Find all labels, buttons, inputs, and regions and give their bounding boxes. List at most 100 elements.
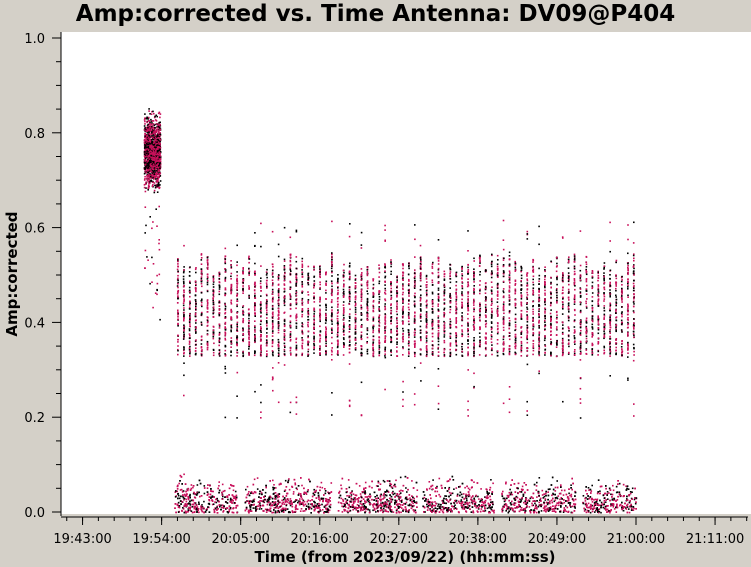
data-point: [254, 274, 256, 276]
data-point: [401, 293, 404, 296]
data-point: [301, 283, 304, 285]
data-point: [514, 305, 517, 307]
data-point: [466, 285, 469, 288]
data-point: [149, 149, 152, 152]
data-point: [461, 333, 463, 335]
data-point: [467, 327, 469, 330]
data-point: [484, 287, 487, 290]
data-point: [426, 323, 428, 325]
data-point: [443, 285, 446, 287]
data-point: [532, 305, 534, 307]
data-point: [331, 289, 333, 291]
data-point: [443, 330, 446, 332]
data-point: [260, 319, 262, 322]
data-point: [342, 330, 345, 333]
data-point: [478, 309, 481, 311]
data-point: [384, 316, 387, 318]
data-point: [230, 264, 232, 266]
data-point: [248, 285, 250, 287]
data-point: [508, 319, 511, 322]
data-point: [372, 320, 375, 322]
data-point: [520, 304, 523, 307]
data-point: [177, 263, 179, 265]
data-point: [360, 274, 363, 277]
data-point: [248, 354, 250, 356]
data-point: [144, 162, 146, 165]
data-point: [230, 303, 233, 305]
data-point: [152, 171, 155, 174]
data-point: [230, 267, 233, 269]
data-point: [491, 302, 493, 305]
data-point: [188, 290, 191, 293]
data-point: [449, 335, 451, 338]
data-point: [337, 343, 339, 346]
data-point: [289, 320, 292, 323]
data-point: [149, 122, 151, 124]
data-point: [384, 229, 386, 231]
data-point: [473, 352, 475, 355]
data-point: [337, 350, 339, 352]
data-point: [236, 298, 239, 300]
data-point: [443, 324, 445, 327]
data-point: [366, 298, 369, 301]
data-point: [443, 332, 446, 334]
data-point: [508, 294, 511, 296]
data-point: [177, 325, 179, 327]
data-point: [248, 352, 250, 354]
data-point: [147, 148, 150, 151]
data-point: [266, 336, 268, 338]
data-point: [455, 288, 458, 291]
data-point: [491, 297, 493, 300]
data-point: [254, 333, 256, 336]
data-point: [491, 254, 493, 257]
data-point: [182, 275, 185, 278]
data-point: [283, 319, 286, 321]
data-point: [390, 270, 392, 273]
data-point: [189, 355, 191, 357]
data-point: [473, 273, 475, 276]
data-point: [514, 351, 516, 354]
data-point: [254, 244, 256, 247]
data-point: [277, 362, 280, 364]
data-point: [265, 279, 268, 282]
data-point: [437, 256, 440, 259]
data-point: [218, 312, 221, 314]
data-point: [384, 313, 386, 315]
data-point: [152, 156, 154, 159]
data-point: [183, 337, 185, 339]
data-point: [449, 308, 452, 311]
data-point: [503, 312, 505, 315]
data-point: [307, 353, 309, 356]
data-point: [224, 288, 227, 291]
data-point: [514, 334, 517, 336]
data-point: [414, 346, 416, 348]
data-point: [283, 269, 286, 271]
data-point: [467, 340, 469, 342]
data-point: [473, 260, 475, 262]
data-point: [532, 325, 535, 328]
data-point: [145, 129, 147, 131]
data-point: [461, 291, 463, 293]
data-point: [289, 336, 292, 339]
data-point: [206, 276, 209, 278]
data-point: [520, 294, 523, 296]
data-point: [259, 323, 262, 326]
data-point: [177, 309, 179, 312]
data-point: [425, 292, 428, 294]
data-point: [200, 338, 203, 341]
data-point: [183, 299, 185, 302]
data-point: [148, 182, 151, 185]
data-point: [157, 163, 159, 165]
data-point: [443, 349, 446, 351]
data-point: [146, 174, 149, 177]
data-point: [473, 350, 475, 353]
data-point: [455, 343, 458, 346]
data-point: [224, 334, 227, 337]
data-point: [449, 351, 452, 354]
data-point: [354, 286, 357, 289]
data-point: [372, 324, 375, 327]
data-point: [307, 307, 309, 310]
data-point: [319, 331, 322, 333]
data-point: [420, 303, 422, 305]
data-point: [301, 315, 303, 318]
